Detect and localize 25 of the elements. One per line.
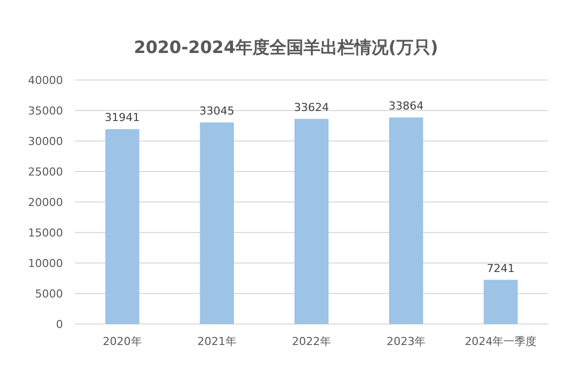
bar [200,122,234,324]
y-tick-label: 5000 [35,288,63,300]
chart-title: 2020-2024年度全国羊出栏情况(万只) [134,38,438,58]
y-tick-label: 25000 [28,166,63,178]
y-tick-label: 20000 [28,196,63,209]
bar [484,280,518,324]
data-label: 31941 [104,111,140,124]
x-tick-label: 2022年 [292,335,331,348]
x-tick-label: 2020年 [102,335,142,348]
y-tick-label: 35000 [28,104,63,118]
y-tick-label: 0 [56,318,63,331]
bar [105,129,140,324]
data-label: 7241 [486,262,515,275]
data-label: 33624 [294,100,329,114]
y-tick-label: 40000 [28,74,63,87]
x-tick-label: 2024年一季度 [464,335,537,348]
x-tick-label: 2021年 [197,335,236,348]
bar [389,117,424,324]
x-tick-label: 2023年 [386,335,426,348]
bar [294,118,328,324]
data-label: 33045 [199,104,234,118]
y-tick-label: 30000 [28,135,63,148]
y-tick-label: 10000 [28,257,63,270]
y-tick-label: 15000 [28,226,63,240]
data-label: 33864 [388,99,424,112]
